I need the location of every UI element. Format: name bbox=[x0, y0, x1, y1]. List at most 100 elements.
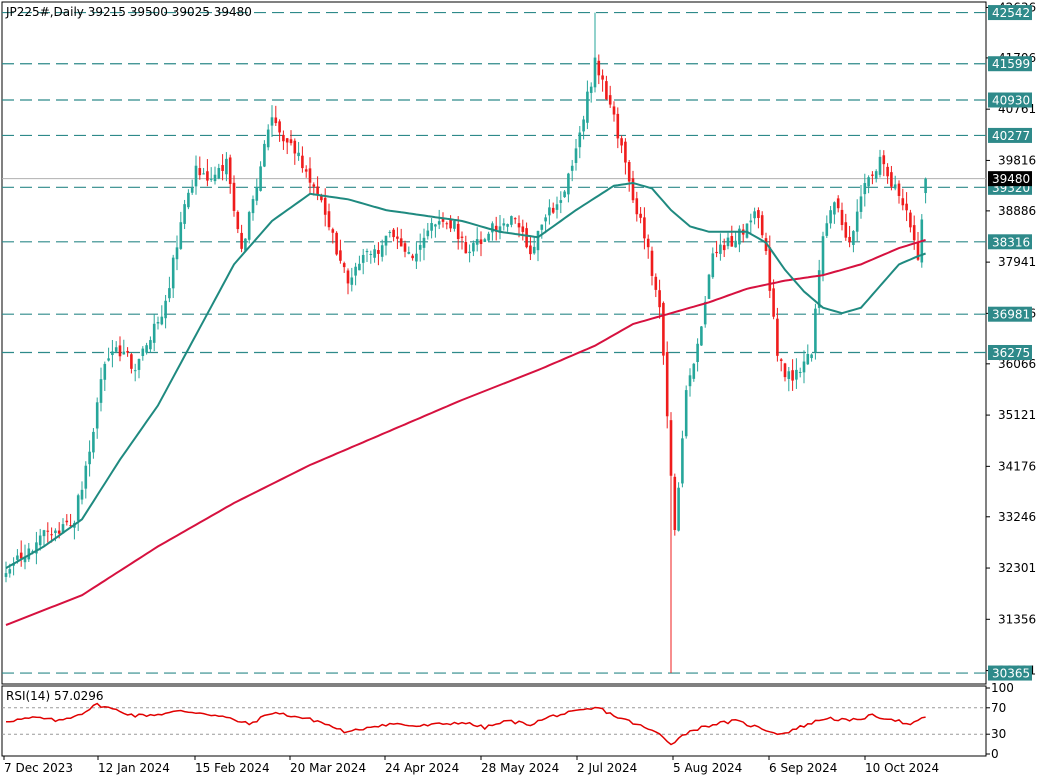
candle-body bbox=[426, 230, 430, 237]
candle bbox=[392, 228, 395, 242]
candle-body bbox=[232, 182, 236, 211]
level-tag-bg bbox=[988, 127, 1032, 143]
candle bbox=[893, 175, 897, 191]
candle bbox=[570, 159, 574, 182]
candle-body bbox=[677, 487, 680, 531]
candle bbox=[198, 156, 202, 180]
time-tick-label: 5 Aug 2024 bbox=[673, 761, 742, 775]
candle bbox=[833, 201, 836, 224]
candle-body bbox=[764, 238, 768, 252]
candle-body bbox=[878, 156, 882, 175]
time-tick-label: 7 Dec 2023 bbox=[4, 761, 73, 775]
candle bbox=[707, 273, 711, 300]
candle-body bbox=[882, 155, 886, 165]
candle bbox=[354, 262, 357, 286]
candle bbox=[187, 189, 190, 210]
candle-body bbox=[377, 250, 380, 254]
candle bbox=[259, 161, 262, 192]
current-price-tag-bg bbox=[988, 171, 1032, 187]
candle bbox=[236, 210, 240, 234]
candle bbox=[494, 216, 498, 241]
level-tag-bg bbox=[988, 344, 1032, 360]
candle-body bbox=[890, 172, 893, 187]
candle-body bbox=[589, 86, 593, 93]
candles bbox=[4, 12, 927, 674]
candle bbox=[631, 170, 635, 204]
price-tick-label: 32301 bbox=[998, 561, 1036, 575]
candle bbox=[460, 231, 464, 250]
candle bbox=[540, 224, 544, 239]
level-tag: 30365 bbox=[988, 665, 1032, 681]
level-tag-label: 30365 bbox=[992, 667, 1030, 681]
level-tag-bg bbox=[988, 665, 1032, 681]
candle-body bbox=[441, 218, 445, 222]
candle-body bbox=[388, 231, 392, 233]
candle bbox=[684, 385, 688, 439]
candle-body bbox=[605, 81, 608, 100]
candle bbox=[209, 167, 213, 182]
rsi-panel-frame bbox=[1, 685, 987, 757]
candle bbox=[924, 177, 927, 204]
candle-body bbox=[88, 451, 91, 465]
candle bbox=[757, 207, 760, 229]
level-tag-bg bbox=[988, 306, 1032, 322]
candle-body bbox=[612, 106, 616, 115]
candle-body bbox=[586, 91, 589, 123]
candle-body bbox=[259, 166, 262, 191]
candle-body bbox=[312, 184, 316, 187]
candle bbox=[217, 163, 221, 180]
candle-body bbox=[236, 211, 240, 230]
candle-body bbox=[897, 183, 901, 196]
candle bbox=[4, 561, 8, 583]
level-tag-bg bbox=[988, 56, 1032, 72]
symbol-header: JP225#,Daily 39215 39500 39025 39480 bbox=[5, 5, 252, 19]
price-tick-label: 39816 bbox=[998, 153, 1036, 167]
candle bbox=[696, 338, 699, 372]
candle bbox=[711, 247, 715, 279]
candle-body bbox=[627, 162, 631, 182]
candle-body bbox=[392, 229, 395, 238]
candle-body bbox=[487, 233, 490, 241]
candle bbox=[255, 178, 259, 206]
candle bbox=[278, 119, 281, 142]
candle-body bbox=[555, 204, 559, 210]
candle-body bbox=[852, 231, 855, 245]
candle-body bbox=[662, 302, 665, 356]
candle-body bbox=[669, 420, 673, 476]
candle-body bbox=[532, 246, 536, 254]
candle-body bbox=[50, 534, 53, 536]
level-tag: 41599 bbox=[988, 56, 1032, 72]
candle-body bbox=[23, 556, 27, 563]
candle-body bbox=[335, 232, 338, 255]
candle-body bbox=[137, 359, 141, 370]
candle bbox=[418, 233, 422, 262]
candle bbox=[301, 146, 304, 173]
candle-body bbox=[122, 351, 126, 355]
candle bbox=[783, 362, 787, 382]
current-price-tag-label: 39480 bbox=[992, 172, 1030, 186]
candle-body bbox=[681, 438, 684, 484]
candle bbox=[274, 105, 278, 126]
candle-body bbox=[282, 134, 285, 142]
candle-body bbox=[31, 551, 34, 553]
candle-body bbox=[187, 192, 190, 208]
candle-body bbox=[692, 363, 696, 379]
candle-body bbox=[795, 369, 798, 380]
candle bbox=[179, 211, 183, 250]
candle bbox=[358, 255, 361, 271]
candle bbox=[810, 353, 813, 362]
candle-body bbox=[274, 117, 278, 124]
candle-body bbox=[301, 155, 304, 169]
candle-body bbox=[513, 218, 517, 220]
candle-body bbox=[206, 171, 209, 181]
candle-body bbox=[654, 276, 658, 290]
candle-body bbox=[361, 254, 365, 263]
candle-body bbox=[753, 211, 756, 219]
candle-body bbox=[316, 186, 319, 196]
candle bbox=[145, 342, 148, 355]
candle-body bbox=[924, 178, 927, 194]
candle-body bbox=[422, 237, 426, 248]
candle-body bbox=[491, 223, 494, 233]
candle bbox=[99, 367, 103, 412]
